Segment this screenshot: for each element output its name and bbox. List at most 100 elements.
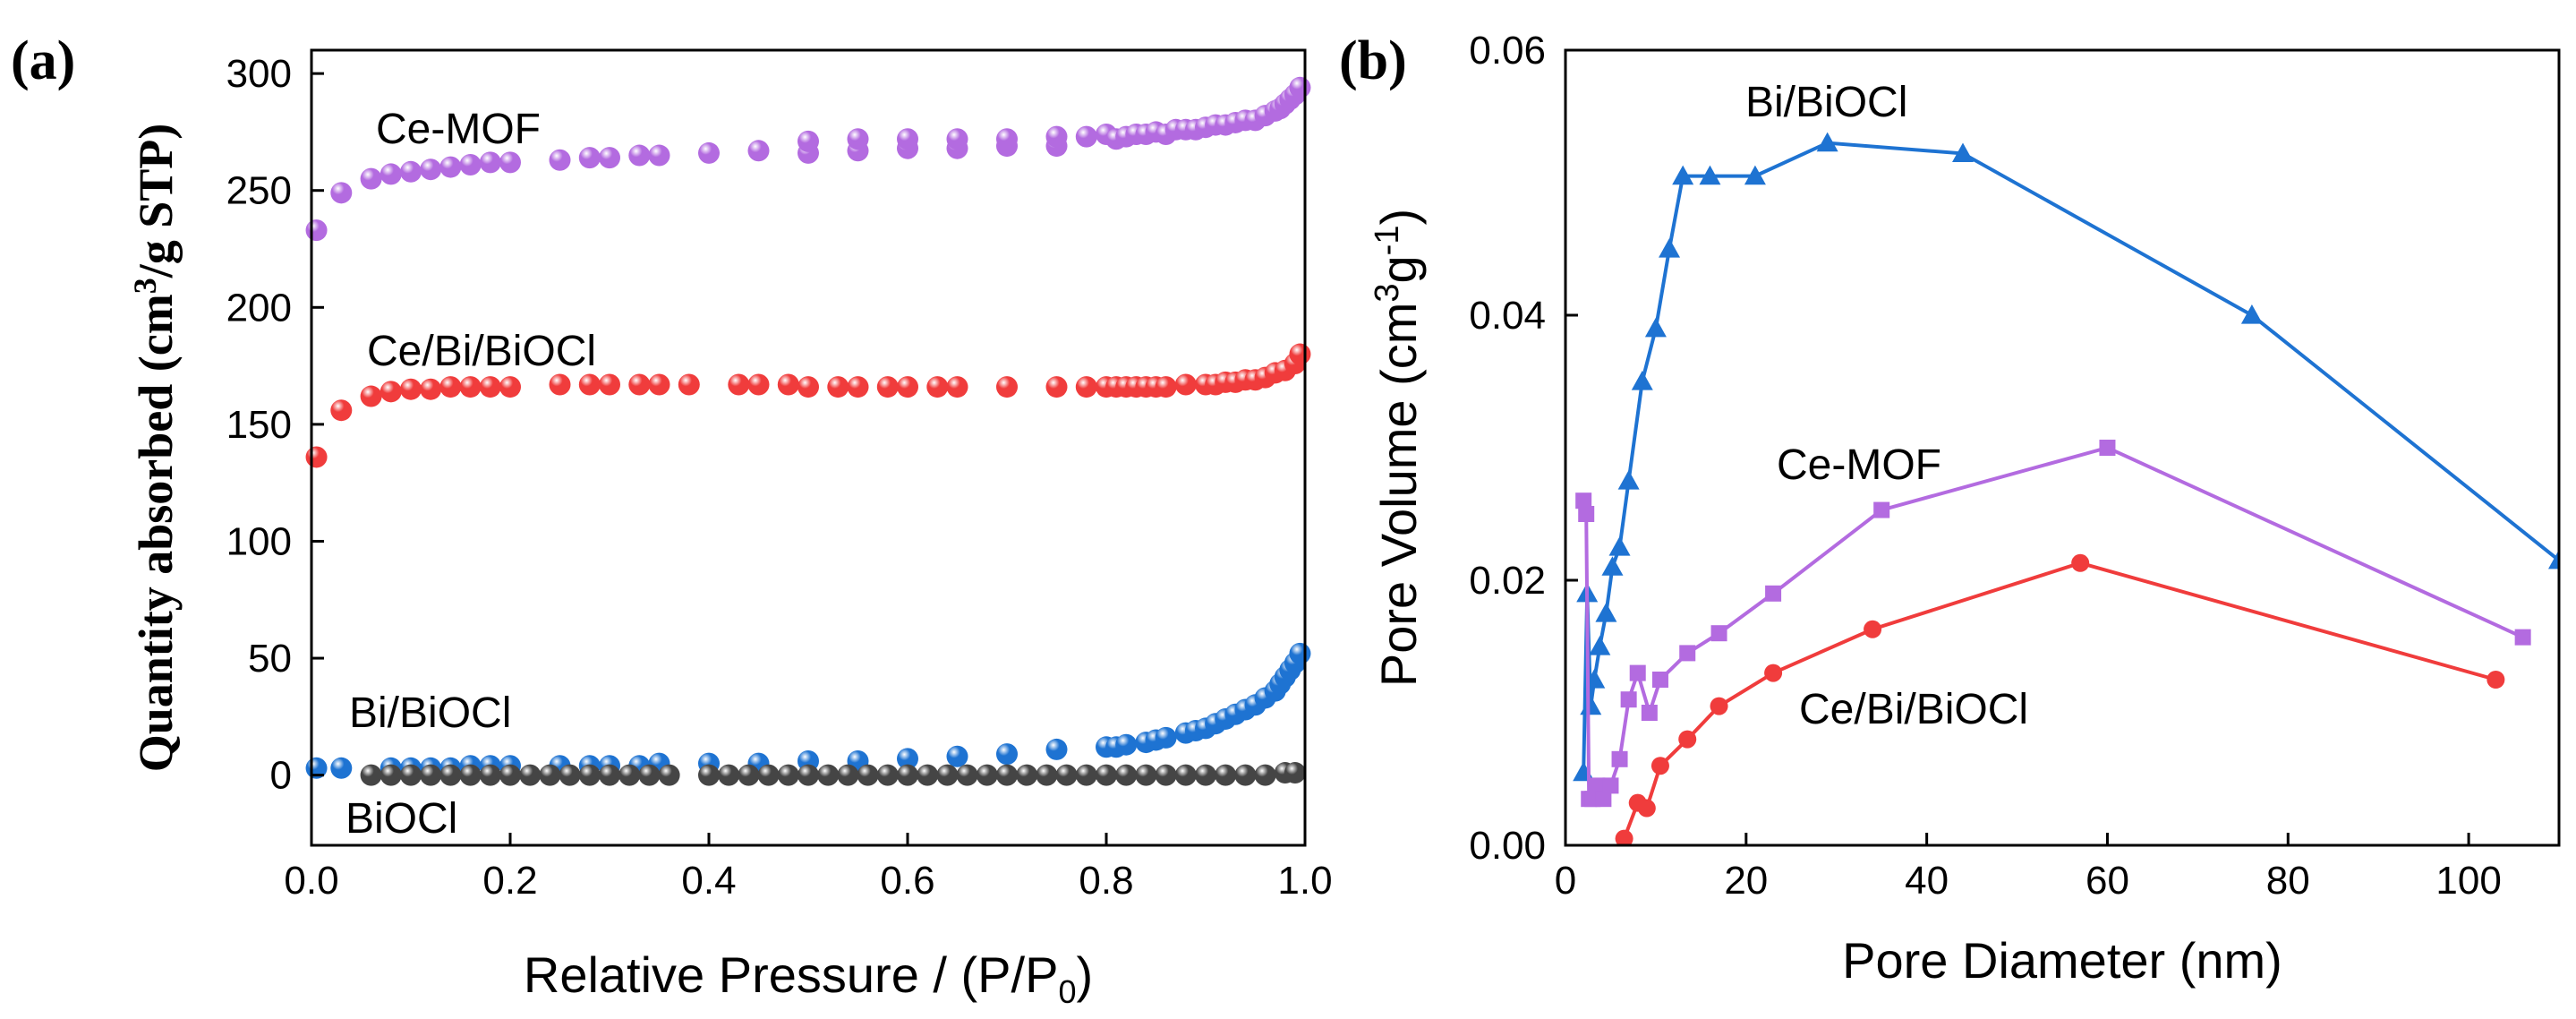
point-ce-mof: [1873, 501, 1890, 518]
point-biocl: [1234, 764, 1257, 786]
panel-b-y-tick-label: 0.02: [1469, 559, 1546, 603]
point-ce-mof: [1075, 125, 1097, 148]
point-ce-bi-biocl: [1155, 376, 1177, 398]
line-ce-mof: [1582, 445, 2524, 803]
point-biocl: [1135, 764, 1157, 786]
point-ce-mof: [1045, 125, 1068, 148]
point-ce-bi-biocl: [1045, 376, 1068, 398]
point-biocl: [618, 764, 641, 786]
panel-a-y-tick-label: 200: [226, 286, 292, 330]
point-biocl: [777, 764, 799, 786]
point-biocl: [738, 764, 760, 786]
point-ce-mof: [499, 151, 521, 174]
panel-a-marks: [305, 76, 1311, 786]
series-ce-mof-b: [1575, 440, 2531, 808]
label-bi-biocl-a: Bi/BiOCl: [349, 689, 511, 737]
point-ce-bi-biocl: [747, 373, 770, 396]
label-ce-bi-biocl-a: Ce/Bi/BiOCl: [367, 328, 596, 375]
point-ce-bi-biocl: [420, 378, 442, 400]
point-biocl: [1284, 762, 1306, 784]
point-ce-bi-biocl: [946, 376, 968, 398]
point-biocl: [599, 764, 620, 786]
label-biocl-a: BiOCl: [345, 795, 457, 843]
point-ce-bi-biocl: [1075, 376, 1097, 398]
point-biocl: [996, 764, 1018, 786]
point-biocl: [837, 764, 859, 786]
point-biocl: [1155, 764, 1177, 786]
panel-a-y-tick-label: 50: [248, 637, 292, 681]
point-biocl: [360, 764, 382, 786]
point-biocl: [539, 764, 561, 786]
panel-a-y-tick-label: 150: [226, 403, 292, 447]
point-biocl: [1254, 764, 1276, 786]
point-ce-mof: [2514, 629, 2531, 646]
point-ce-bi-biocl: [380, 381, 402, 403]
point-ce-bi-biocl: [360, 385, 382, 407]
point-biocl: [917, 764, 939, 786]
point-biocl: [1215, 764, 1237, 786]
point-ce-bi-biocl: [777, 373, 799, 396]
point-ce-bi-biocl: [1637, 799, 1656, 818]
line-ce-bi-biocl: [1622, 561, 2496, 840]
point-biocl: [420, 764, 442, 786]
point-biocl: [976, 764, 998, 786]
series-ce-bi-biocl-a: [305, 343, 1311, 468]
point-biocl: [519, 764, 542, 786]
point-biocl: [439, 764, 462, 786]
point-biocl: [1075, 764, 1097, 786]
point-biocl: [876, 764, 899, 786]
panel-a-y-tick-label: 250: [226, 169, 292, 213]
point-ce-bi-biocl: [1615, 829, 1633, 845]
point-biocl: [638, 764, 661, 786]
point-ce-mof: [360, 167, 382, 190]
point-biocl: [1016, 764, 1038, 786]
point-ce-mof: [1595, 791, 1612, 808]
panel-b-label: (b): [1339, 30, 1407, 91]
point-ce-mof: [1629, 664, 1646, 681]
panel-a-plot-frame: [310, 48, 1307, 847]
point-bi-biocl: [946, 745, 968, 767]
panel-b-x-tick-label: 80: [2266, 859, 2310, 903]
point-ce-mof: [420, 158, 442, 181]
point-bi-biocl: [1595, 603, 1617, 622]
point-biocl: [1174, 764, 1197, 786]
point-ce-bi-biocl: [1174, 373, 1197, 396]
point-ce-mof: [1575, 492, 1592, 510]
point-bi-biocl: [1631, 371, 1653, 390]
point-ce-mof: [459, 153, 482, 176]
panel-a-y-title-main: Quantity absorbed: [129, 372, 183, 772]
point-ce-mof: [648, 144, 670, 167]
point-ce-bi-biocl: [728, 373, 750, 396]
panel-b-plot-frame: [1564, 48, 2561, 847]
point-bi-biocl: [1672, 165, 1694, 185]
point-bi-biocl: [1699, 165, 1721, 185]
point-ce-mof: [1710, 625, 1727, 642]
point-biocl: [817, 764, 840, 786]
point-ce-bi-biocl: [1289, 343, 1311, 365]
panel-b-x-tick-label: 0: [1555, 859, 1576, 903]
point-biocl: [857, 764, 879, 786]
point-ce-bi-biocl: [798, 376, 819, 398]
point-biocl: [559, 764, 581, 786]
point-biocl: [1036, 764, 1058, 786]
panel-a-x-tick-label: 1.0: [1277, 859, 1332, 903]
panel-a-label: (a): [11, 30, 75, 91]
point-bi-biocl: [2240, 304, 2263, 324]
point-biocl: [798, 764, 819, 786]
panel-a-x-tick-label: 0.2: [482, 859, 537, 903]
point-bi-biocl: [1589, 636, 1611, 655]
panel-b-y-axis: 0.00 0.02 0.04 0.06: [1469, 29, 1578, 868]
point-ce-mof: [1620, 691, 1637, 708]
panel-a-x-tick-label: 0.0: [284, 859, 338, 903]
point-biocl: [936, 764, 959, 786]
point-ce-bi-biocl: [305, 446, 328, 468]
point-bi-biocl: [897, 748, 918, 770]
point-ce-bi-biocl: [1710, 697, 1728, 715]
point-ce-bi-biocl: [876, 376, 899, 398]
point-ce-bi-biocl: [678, 373, 700, 396]
panel-b-x-axis: 0 20 40 60 80 100: [1555, 833, 2502, 903]
panel-a-y-title-open: (cm: [129, 294, 183, 372]
point-bi-biocl: [1608, 536, 1631, 556]
point-ce-bi-biocl: [1764, 664, 1783, 682]
panel-a-x-axis: 0.0 0.2 0.4 0.6 0.8 1.0: [284, 833, 1333, 903]
